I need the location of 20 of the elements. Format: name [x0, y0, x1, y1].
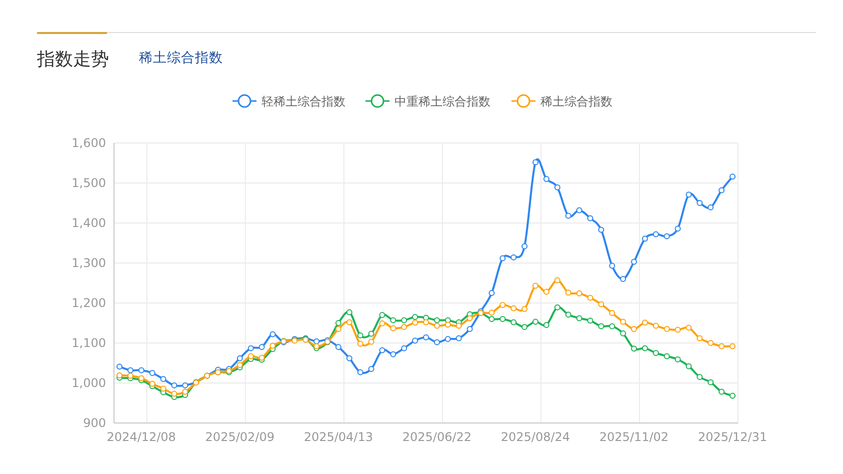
y-tick-label: 1,200 — [72, 296, 106, 310]
y-tick-label: 1,600 — [72, 136, 106, 150]
y-tick-label: 1,400 — [72, 216, 106, 230]
chart-title: 指数走势 — [36, 49, 109, 70]
y-tick-label: 1,100 — [72, 336, 106, 350]
chart-subtitle: 稀土综合指数 — [139, 50, 223, 66]
x-tick-label: 2025/04/13 — [304, 430, 374, 444]
legend-label: 轻稀土综合指数 — [262, 94, 346, 108]
x-tick-label: 2025/12/31 — [698, 430, 768, 444]
x-tick-label: 2024/12/08 — [106, 430, 176, 444]
y-tick-label: 1,000 — [72, 376, 106, 390]
y-tick-label: 1,500 — [72, 176, 106, 190]
y-tick-label: 900 — [83, 416, 106, 430]
x-tick-label: 2025/06/22 — [402, 430, 472, 444]
x-tick-label: 2025/08/24 — [500, 430, 570, 444]
legend-label: 稀土综合指数 — [540, 94, 612, 108]
x-tick-label: 2025/02/09 — [205, 430, 274, 444]
legend-label: 中重稀土综合指数 — [394, 94, 490, 108]
x-tick-label: 2025/11/02 — [599, 430, 669, 444]
y-tick-label: 1,300 — [72, 256, 106, 270]
